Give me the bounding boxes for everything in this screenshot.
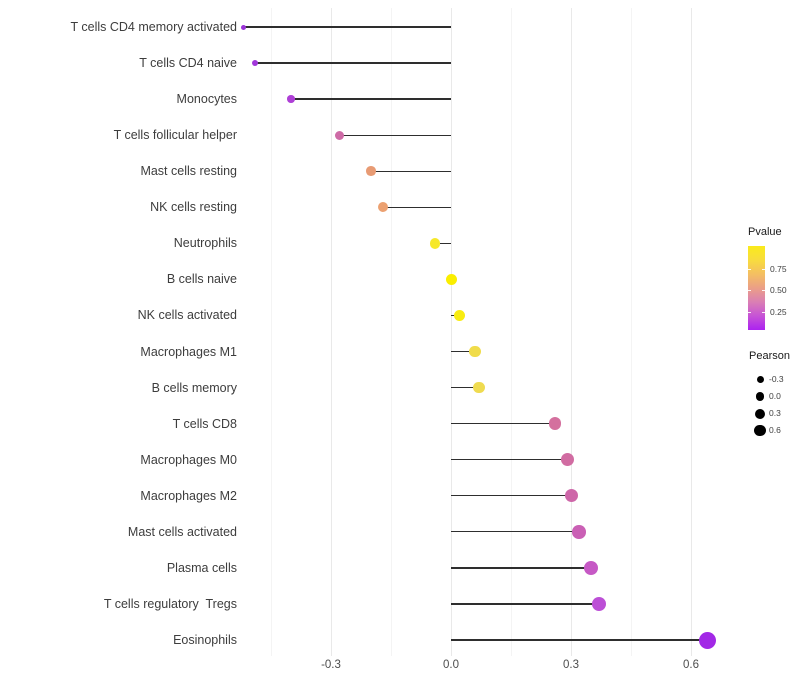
pearson-legend-item: -0.3 [749, 371, 800, 388]
pvalue-tick-label: 0.75 [770, 264, 787, 275]
gridline-major [570, 8, 572, 656]
lollipop-dot [584, 560, 598, 575]
category-label: T cells regulatory Tregs [103, 596, 237, 611]
category-label: Macrophages M0 [140, 452, 237, 467]
lollipop-dot [469, 345, 481, 358]
lollipop-dot [564, 489, 578, 503]
pvalue-tick-mark [748, 312, 751, 314]
lollipop-dot [698, 631, 716, 649]
pvalue-tick-mark [762, 269, 765, 271]
gridline-minor [270, 8, 272, 656]
gridline-major [330, 8, 332, 656]
pearson-legend-label: 0.0 [769, 391, 781, 401]
lollipop-dot [287, 95, 295, 103]
pvalue-tick-mark [762, 312, 765, 314]
category-label: Mast cells activated [127, 524, 237, 539]
lollipop-stem [383, 206, 451, 208]
pearson-size-legend: Pearson -0.3 0.0 0.3 0.6 [749, 350, 800, 450]
lollipop-dot [548, 417, 562, 430]
x-axis: -0.3 0.0 0.3 0.6 [242, 659, 738, 677]
pearson-legend-item: 0.6 [749, 422, 800, 439]
lollipop-dot [453, 309, 465, 321]
category-label: T cells CD4 naive [139, 56, 237, 71]
lollipop-dot [429, 238, 441, 249]
pearson-legend-title: Pearson [749, 350, 790, 362]
lollipop-stem [451, 639, 707, 641]
lollipop-dot [252, 60, 258, 67]
pvalue-tick-label: 0.50 [770, 285, 787, 296]
gridline-minor [510, 8, 512, 656]
pvalue-tick-mark [748, 269, 751, 271]
lollipop-dot [240, 24, 246, 30]
lollipop-dot [378, 202, 388, 213]
category-label: Eosinophils [173, 633, 237, 648]
lollipop-stem [371, 170, 451, 172]
x-tick-label: -0.3 [321, 659, 341, 671]
lollipop-stem [451, 567, 591, 569]
x-tick-label: 0.6 [683, 659, 699, 671]
gridline-major [450, 8, 452, 656]
lollipop-dot [366, 166, 376, 176]
pvalue-tick-mark [748, 290, 751, 292]
gridline-major [690, 8, 692, 656]
category-label: Macrophages M1 [140, 344, 237, 359]
pvalue-tick-mark [762, 290, 765, 292]
category-label: B cells memory [151, 380, 237, 395]
pvalue-legend-title: Pvalue [748, 226, 782, 238]
category-label: T cells CD4 memory activated [70, 20, 238, 34]
lollipop-dot [473, 381, 485, 394]
pearson-legend-label: 0.3 [769, 408, 781, 418]
gridline-minor [630, 8, 632, 656]
pearson-legend-label: 0.6 [769, 425, 781, 435]
category-label: Mast cells resting [140, 164, 237, 179]
lollipop-dot [572, 525, 586, 539]
category-label: NK cells resting [150, 200, 237, 215]
pvalue-color-legend: Pvalue 0.75 0.50 0.25 [748, 226, 800, 336]
category-label: Neutrophils [173, 236, 237, 251]
pearson-legend-dot [755, 408, 765, 419]
x-tick-label: 0.3 [563, 659, 579, 671]
category-label: Plasma cells [166, 560, 237, 575]
pvalue-tick-label: 0.25 [770, 307, 787, 318]
category-label: T cells follicular helper [113, 128, 237, 143]
lollipop-stem [291, 98, 451, 100]
lollipop-dot [560, 453, 574, 467]
lollipop-dot [445, 273, 457, 285]
x-tick-label: 0.0 [443, 659, 459, 671]
lollipop-stem [451, 495, 571, 497]
lollipop-stem [451, 531, 579, 533]
lollipop-stem [255, 62, 451, 64]
lollipop-stem [451, 603, 599, 605]
pearson-legend-label: -0.3 [769, 374, 784, 384]
lollipop-dot [591, 596, 607, 612]
lollipop-stem [339, 134, 451, 136]
gridline-minor [390, 8, 392, 656]
lollipop-stem [243, 26, 451, 28]
category-label: B cells naive [166, 272, 237, 287]
pearson-legend-item: 0.3 [749, 405, 800, 422]
pearson-legend-dot [754, 424, 766, 437]
pvalue-gradient-bar [748, 246, 765, 330]
lollipop-stem [451, 423, 555, 425]
lollipop-stem [451, 386, 479, 389]
pearson-legend-item: 0.0 [749, 388, 800, 405]
plot-panel [240, 8, 738, 658]
category-label: NK cells activated [137, 308, 237, 323]
y-axis-labels: T cells CD4 memory activated T cells CD4 … [0, 8, 238, 658]
lollipop-stem [451, 350, 475, 353]
category-label: Monocytes [176, 92, 237, 107]
lollipop-stem [435, 242, 451, 244]
pearson-legend-dot [755, 392, 765, 401]
category-label: Macrophages M2 [140, 488, 237, 503]
lollipop-dot [334, 130, 344, 140]
pearson-legend-dot [756, 376, 764, 383]
lollipop-stem [451, 459, 567, 461]
category-label: T cells CD8 [172, 416, 237, 431]
